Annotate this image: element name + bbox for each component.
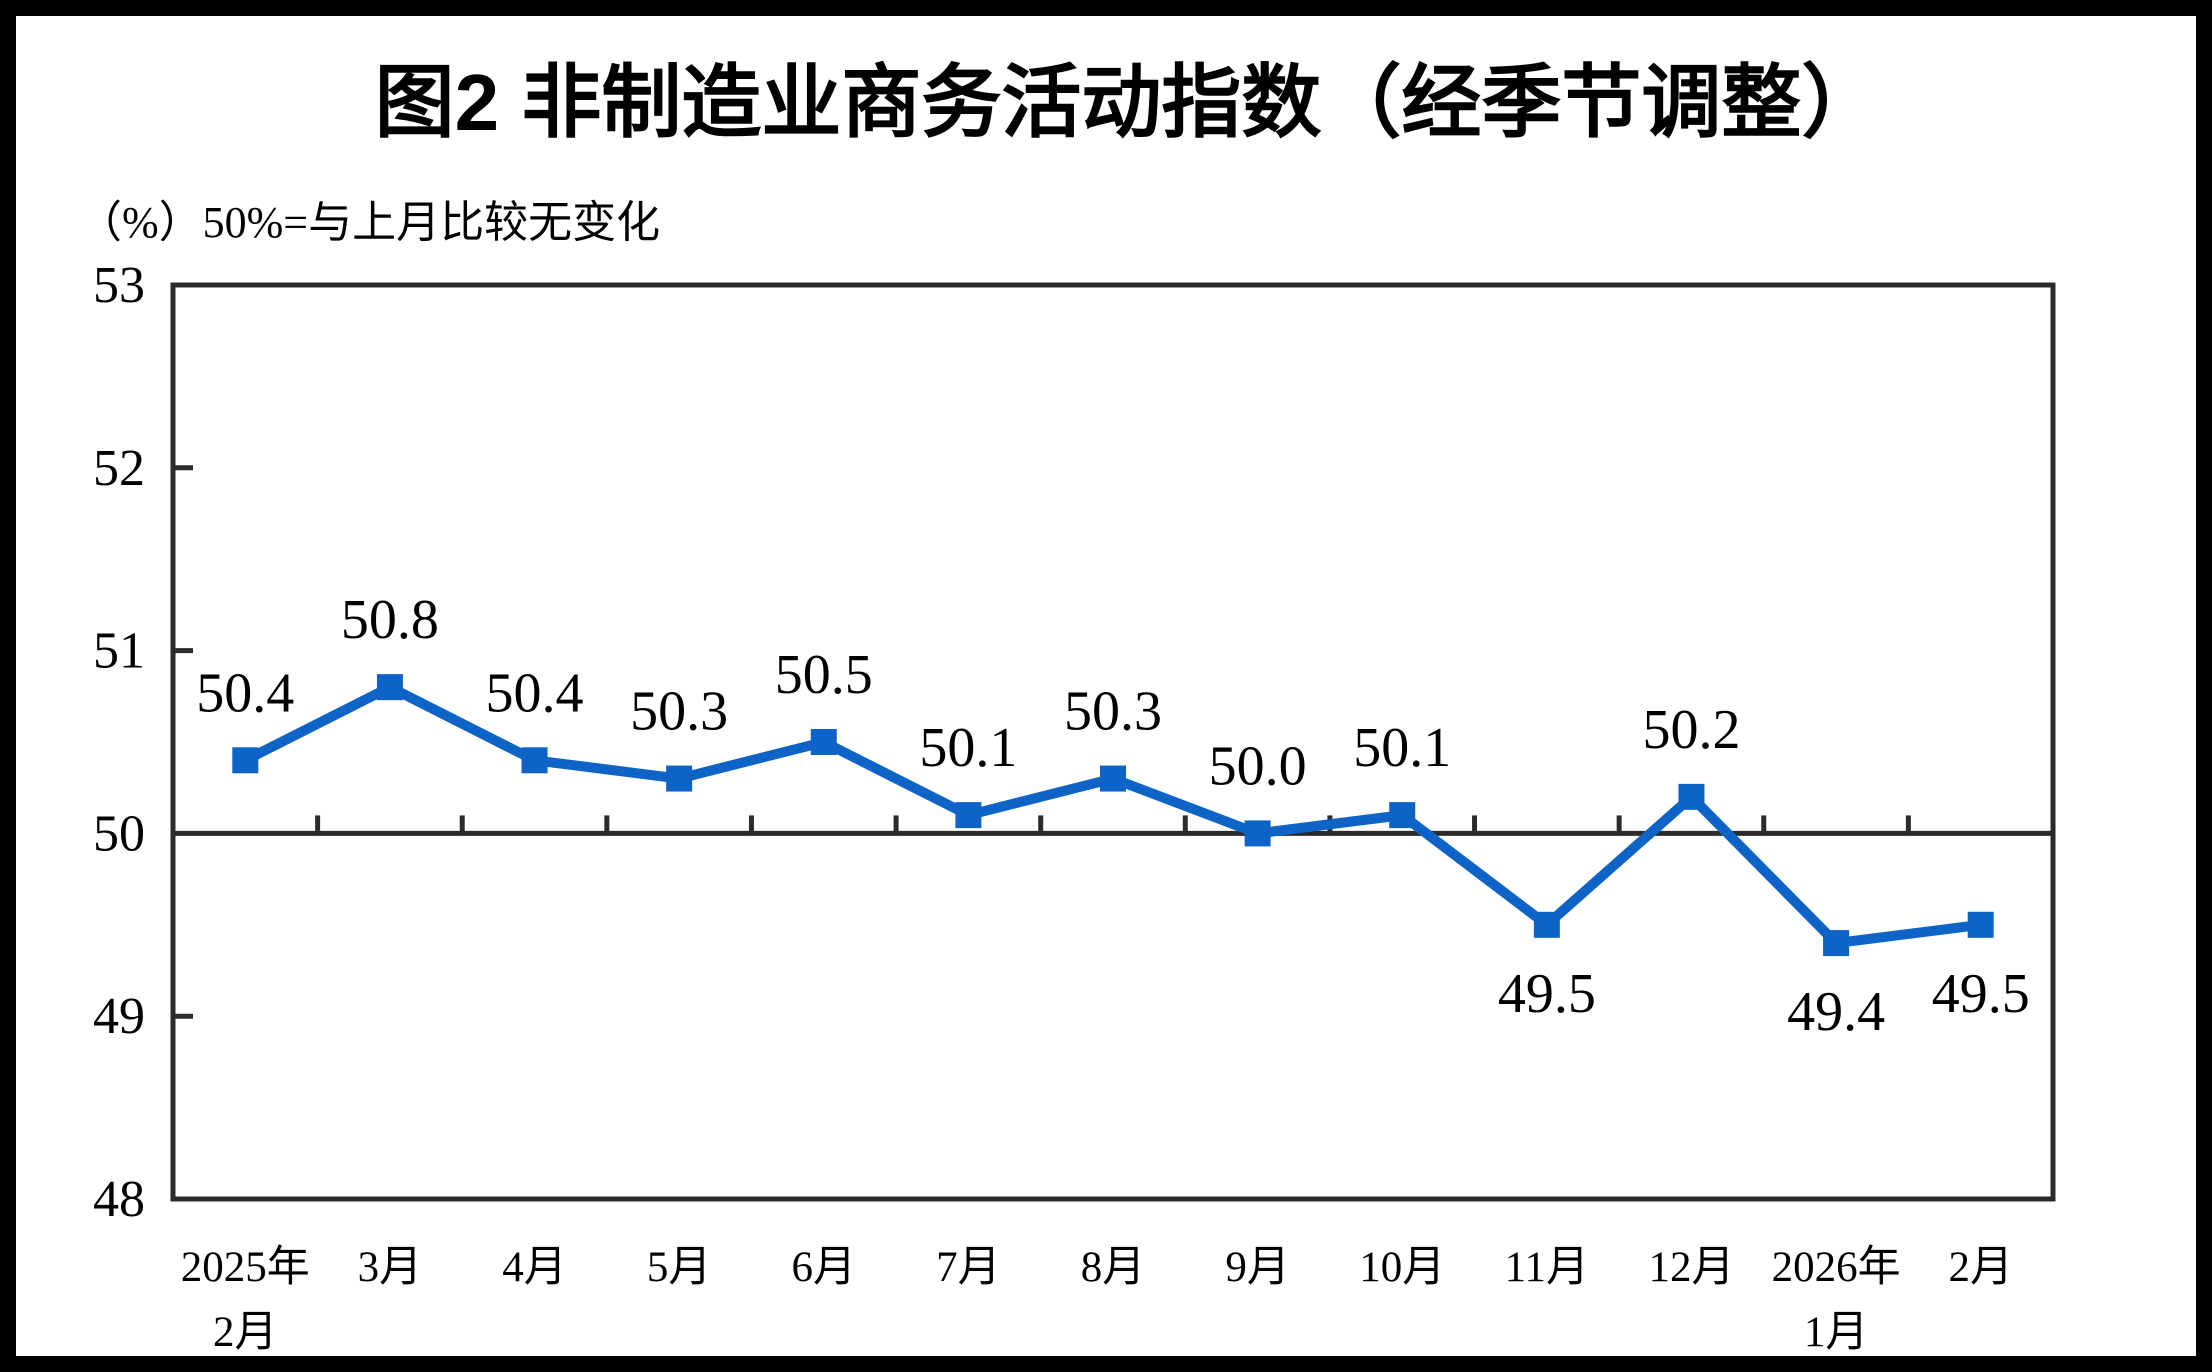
data-point-marker: [232, 747, 259, 774]
data-point-label: 50.2: [1642, 699, 1740, 761]
y-tick-label: 49: [93, 988, 145, 1045]
data-point-label: 49.4: [1787, 981, 1885, 1043]
x-category-label: 12月: [1648, 1244, 1734, 1291]
x-category-label: 2025年: [181, 1244, 310, 1291]
y-tick-label: 48: [93, 1171, 145, 1228]
data-point-label: 50.4: [196, 662, 294, 724]
data-point-marker: [666, 765, 693, 792]
y-tick-label: 50: [93, 805, 145, 862]
data-point-label: 50.1: [1353, 717, 1451, 779]
data-point-marker: [955, 802, 982, 829]
x-category-label: 1月: [1804, 1309, 1869, 1356]
x-category-label: 10月: [1359, 1244, 1445, 1291]
x-category-label: 11月: [1505, 1244, 1589, 1291]
x-category-label: 9月: [1225, 1244, 1290, 1291]
data-point-marker: [521, 747, 548, 774]
plot-border: [170, 282, 2056, 1202]
data-point-marker: [810, 729, 837, 755]
x-category-label: 7月: [936, 1244, 1001, 1291]
data-point-marker: [1823, 930, 1850, 957]
x-category-label: 2026年: [1772, 1244, 1901, 1291]
data-point-label: 50.3: [1064, 681, 1162, 743]
x-category-label: 3月: [358, 1244, 423, 1291]
x-category-label: 2月: [1948, 1244, 2013, 1291]
y-tick-label: 53: [93, 257, 145, 314]
data-point-label: 49.5: [1498, 963, 1596, 1025]
data-point-label: 50.8: [341, 589, 439, 651]
data-point-marker: [1100, 765, 1126, 792]
y-tick-label: 52: [93, 440, 145, 497]
x-category-label: 8月: [1081, 1244, 1146, 1291]
x-category-label: 6月: [792, 1244, 857, 1291]
x-category-label: 4月: [502, 1244, 567, 1291]
chart-title: 图2 非制造业商务活动指数（经季节调整）: [375, 58, 1882, 147]
data-point-label: 49.5: [1932, 963, 2030, 1025]
data-point-marker: [1389, 802, 1416, 829]
plot-area: 53 52 51 50 49 48 2025年 2月 3月 4月 5月 6月 7月 8月 9月 10月 11月 1…: [93, 257, 2056, 1356]
y-tick-label: 51: [93, 623, 145, 680]
data-point-marker: [1678, 783, 1705, 810]
data-point-label: 50.1: [919, 717, 1017, 779]
data-point-label: 50.0: [1209, 735, 1307, 797]
data-point-marker: [1533, 911, 1560, 938]
data-point-label: 50.5: [775, 644, 873, 706]
data-point-marker: [1967, 911, 1994, 938]
data-point-label: 50.3: [630, 681, 728, 743]
axis-unit-note: （%）50%=与上月比较无变化: [78, 198, 660, 247]
data-point-marker: [376, 674, 403, 701]
x-category-label: 2月: [213, 1309, 278, 1356]
x-category-label: 5月: [647, 1244, 712, 1291]
data-point-label: 50.4: [486, 662, 584, 724]
data-point-marker: [1244, 820, 1271, 847]
